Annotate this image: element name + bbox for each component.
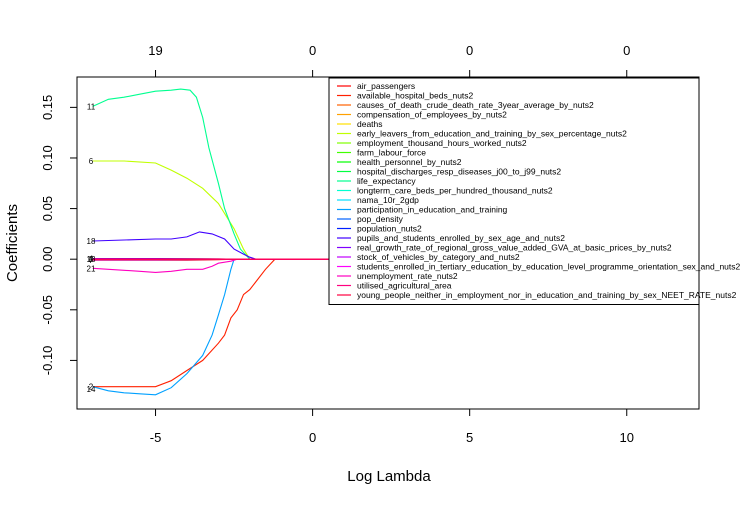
y-axis-title: Coefficients: [4, 204, 21, 282]
y-tick-label: 0.10: [40, 145, 55, 170]
legend-entry: stock_of_vehicles_by_category_and_nuts2: [357, 252, 520, 262]
variable-index-label: 11: [87, 102, 96, 111]
variable-index-label: 6: [89, 157, 94, 166]
variable-index-label: 18: [87, 237, 96, 246]
legend-entry: life_expectancy: [357, 176, 416, 186]
series-line: [92, 231, 699, 260]
x-tick-label: -5: [150, 430, 162, 445]
y-tick-label: 0.05: [40, 196, 55, 221]
variable-index-label: 3: [89, 255, 94, 264]
variable-index-label: 4: [89, 254, 94, 263]
series-line: [92, 160, 699, 260]
variable-index-label: 21: [87, 264, 96, 273]
variable-index-label: 2: [89, 383, 94, 392]
legend-entry: pop_density: [357, 214, 404, 224]
variable-index-label: 7: [89, 256, 94, 265]
top-tick-label: 0: [309, 43, 316, 58]
legend-entry: deaths: [357, 119, 383, 129]
legend-entry: real_growth_rate_of_regional_gross_value…: [357, 243, 672, 253]
legend-entry: health_personnel_by_nuts2: [357, 157, 462, 167]
legend-entry: pupils_and_students_enrolled_by_sex_age_…: [357, 233, 565, 243]
top-tick-label: 0: [466, 43, 473, 58]
series-line: [92, 258, 699, 388]
legend-entry: farm_labour_force: [357, 148, 426, 158]
legend-entry: utilised_agricultural_area: [357, 281, 452, 291]
variable-index-label: 14: [87, 385, 96, 394]
legend-entry: compensation_of_employees_by_nuts2: [357, 110, 507, 120]
y-axis: -0.10 -0.05 0.00 0.05 0.10 0.15: [40, 95, 78, 376]
legend-entry: hospital_discharges_resp_diseases_j00_to…: [357, 167, 561, 177]
y-tick-label: -0.10: [40, 346, 55, 376]
series-line: [92, 88, 699, 260]
series-line: [92, 258, 699, 273]
variable-index-label: 13: [87, 255, 96, 264]
legend: air_passengersavailable_hospital_beds_nu…: [328, 77, 740, 305]
y-tick-label: 0.00: [40, 247, 55, 272]
top-tick-label: 19: [148, 43, 162, 58]
legend-entry: young_people_neither_in_employment_nor_i…: [357, 290, 737, 300]
x-axis: -5 0 5 10: [150, 408, 634, 445]
legend-entry: unemployment_rate_nuts2: [357, 271, 458, 281]
y-tick-label: -0.05: [40, 295, 55, 325]
legend-box: [328, 77, 700, 305]
x-tick-label: 10: [620, 430, 634, 445]
top-axis: 19 0 0 0: [148, 43, 630, 78]
x-tick-label: 5: [466, 430, 473, 445]
legend-entry: causes_of_death_crude_death_rate_3year_a…: [357, 100, 594, 110]
legend-entry: available_hospital_beds_nuts2: [357, 91, 474, 101]
legend-entry: participation_in_education_and_training: [357, 205, 508, 215]
legend-entry: population_nuts2: [357, 224, 422, 234]
legend-entry: early_leavers_from_education_and_trainin…: [357, 129, 627, 139]
y-tick-label: 0.15: [40, 95, 55, 120]
x-axis-title: Log Lambda: [347, 468, 431, 485]
x-tick-label: 0: [309, 430, 316, 445]
legend-entry: nama_10r_2gdp: [357, 195, 419, 205]
legend-entry: longterm_care_beds_per_hundred_thousand_…: [357, 186, 553, 196]
legend-entry: air_passengers: [357, 81, 415, 91]
legend-entry: employment_thousand_hours_worked_nuts2: [357, 138, 527, 148]
series-line: [92, 258, 699, 396]
legend-entry: students_enrolled_in_tertiary_education_…: [357, 262, 740, 272]
top-tick-label: 0: [623, 43, 630, 58]
